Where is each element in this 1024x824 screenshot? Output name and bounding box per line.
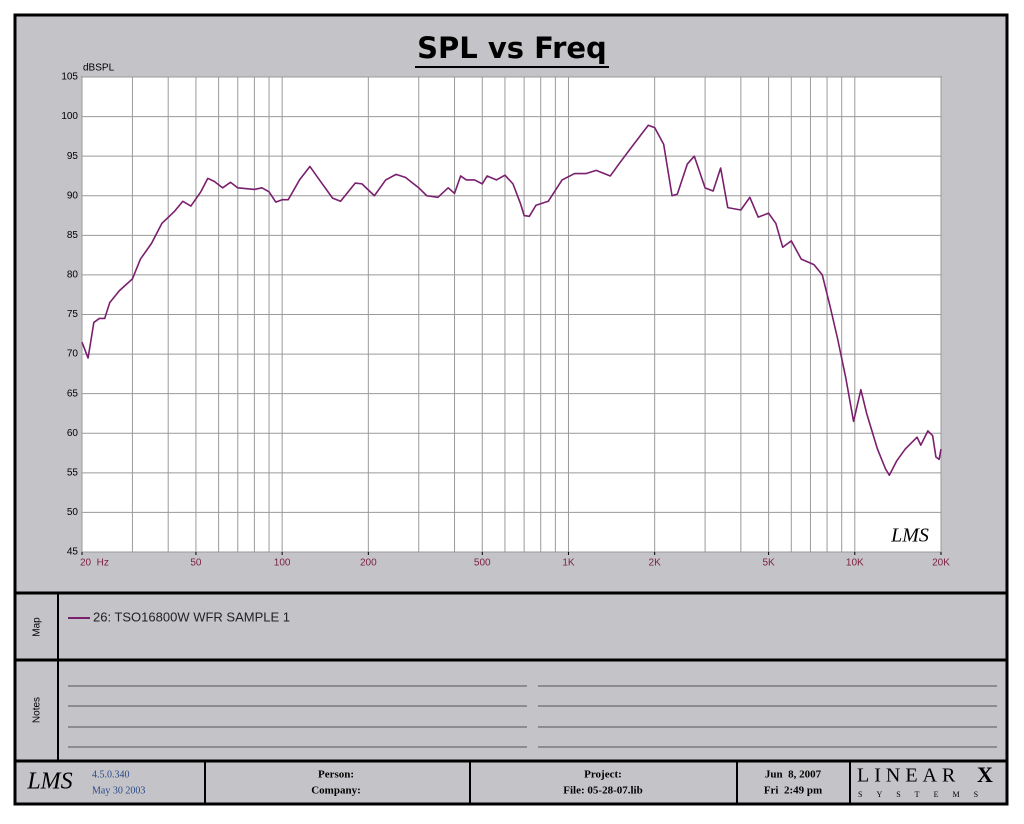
chart-title: SPL vs Freq <box>417 31 607 65</box>
y-tick-label: 65 <box>67 388 79 399</box>
panel-label: Map <box>32 617 43 637</box>
print-time: Fri 2:49 pm <box>764 785 822 797</box>
x-tick-label: 20 Hz <box>80 558 109 569</box>
y-tick-label: 90 <box>67 190 79 201</box>
x-tick-label: 2K <box>649 558 662 569</box>
brand: LINEAR <box>857 765 960 787</box>
note-lines <box>68 685 997 748</box>
x-tick-label: 10K <box>846 558 864 569</box>
x-tick-label: 5K <box>762 558 775 569</box>
y-tick-label: 105 <box>61 72 78 83</box>
footer-dividers <box>204 761 851 804</box>
y-tick-label: 60 <box>67 428 79 439</box>
print-date: Jun 8, 2007 <box>765 769 822 781</box>
brand-sub: SYSTEMS <box>858 790 992 799</box>
build-date: May 30 2003 <box>92 785 145 796</box>
panel-label: Notes <box>32 697 43 723</box>
y-tick-label: 55 <box>67 467 79 478</box>
grid <box>81 76 942 553</box>
x-tick-label: 500 <box>474 558 491 569</box>
x-tick-label: 20K <box>932 558 950 569</box>
y-tick-label: 50 <box>67 507 79 518</box>
project: Project: <box>584 769 622 781</box>
y-tick-label: 80 <box>67 270 79 281</box>
y-tick-label: 75 <box>67 309 79 320</box>
x-tick-label: 100 <box>274 558 291 569</box>
x-tick-label: 1K <box>562 558 575 569</box>
company: Company: <box>311 785 361 797</box>
data-line <box>81 124 942 477</box>
legend-label: 26: TSO16800W WFR SAMPLE 1 <box>93 609 290 624</box>
x-tick-label: 200 <box>360 558 377 569</box>
footer-logo: LMS <box>26 769 72 795</box>
y-tick-label: 95 <box>67 151 79 162</box>
y-tick-label: 100 <box>61 111 78 122</box>
file: File: 05-28-07.lib <box>563 785 642 797</box>
brand-mark: X <box>977 762 993 787</box>
y-axis-label: dBSPL <box>83 63 115 74</box>
y-tick-label: 70 <box>67 349 79 360</box>
y-tick-label: 85 <box>67 230 79 241</box>
person: Person: <box>318 769 354 781</box>
watermark: LMS <box>890 525 929 547</box>
version: 4.5.0.340 <box>92 769 130 780</box>
y-tick-label: 45 <box>67 547 79 558</box>
x-tick-label: 50 <box>190 558 202 569</box>
